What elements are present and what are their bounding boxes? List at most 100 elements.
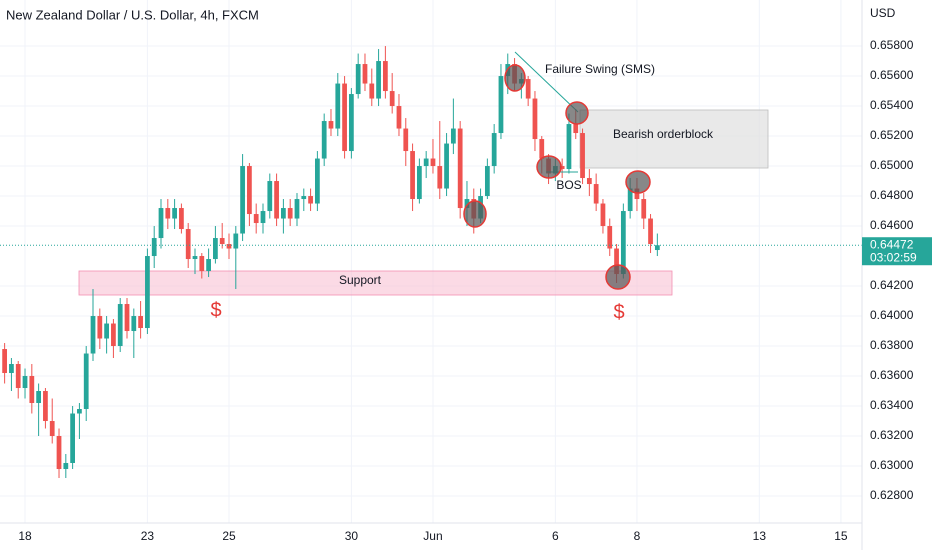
candle-body	[491, 133, 497, 167]
candle-body	[145, 256, 150, 329]
dollar-mark: $	[613, 301, 624, 323]
y-tick-label: 0.65400	[870, 98, 914, 112]
candle-body	[260, 211, 266, 224]
candle-body	[342, 83, 347, 152]
candle-body	[498, 76, 504, 134]
candle-body	[165, 208, 171, 219]
candle-body	[22, 376, 28, 389]
candle-body	[444, 143, 449, 189]
candle-body	[586, 178, 592, 185]
x-tick-label: 15	[834, 529, 848, 543]
x-tick-label: Jun	[423, 529, 442, 543]
y-tick-label: 0.63200	[870, 428, 914, 442]
candle-body	[376, 61, 381, 99]
candle-body	[321, 121, 327, 159]
candle-body	[219, 238, 225, 245]
x-tick-label: 25	[222, 529, 236, 543]
candle-body	[56, 436, 62, 470]
candle-body	[484, 166, 490, 197]
candle-body	[593, 184, 599, 204]
candle-body	[430, 158, 436, 167]
candle-body	[648, 218, 653, 245]
candle-body	[315, 158, 320, 204]
y-tick-label: 0.63800	[870, 338, 914, 352]
y-tick-label: 0.63400	[870, 398, 914, 412]
candle-body	[111, 323, 116, 347]
candle-body	[600, 203, 606, 227]
dollar-mark: $	[210, 299, 221, 321]
y-tick-label: 0.65200	[870, 128, 914, 142]
candle-body	[362, 64, 368, 84]
candle-body	[15, 364, 21, 389]
candle-body	[253, 214, 259, 224]
candle-body	[240, 166, 245, 234]
candle-body	[70, 413, 75, 464]
bos-label: BOS	[556, 178, 581, 192]
swing-circles	[463, 64, 651, 290]
candle-body	[274, 181, 279, 219]
candle-body	[199, 256, 205, 272]
candle-body	[410, 151, 415, 200]
candle-body	[281, 208, 286, 219]
candle-body	[131, 316, 137, 332]
candle-body	[117, 304, 123, 347]
candle-body	[607, 226, 613, 249]
candle-body	[43, 391, 48, 422]
candle-body	[83, 353, 89, 410]
candle-body	[172, 208, 177, 219]
candle-body	[179, 208, 184, 230]
candle-body	[416, 166, 422, 200]
candle-body	[233, 233, 239, 249]
candle-body	[185, 229, 191, 260]
candle-body	[389, 91, 395, 107]
candle-body	[539, 139, 545, 159]
x-tick-label: 13	[753, 529, 767, 543]
candle-body	[566, 124, 572, 170]
candle-body	[559, 166, 565, 170]
candle-body	[525, 79, 531, 99]
candle-body	[206, 259, 211, 272]
y-tick-label: 0.64800	[870, 188, 914, 202]
candle-body	[294, 199, 300, 219]
candle-body	[423, 158, 429, 167]
orderblock-zone	[579, 109, 769, 169]
sms-line	[514, 51, 579, 113]
candle-body	[382, 61, 388, 92]
support-label: Support	[339, 273, 382, 287]
candle-body	[641, 199, 647, 219]
candle-body	[301, 196, 307, 200]
candle-body	[620, 211, 626, 275]
candle-body	[403, 128, 409, 152]
candle-body	[335, 83, 341, 129]
x-tick-label: 8	[634, 529, 641, 543]
axis-unit: USD	[870, 6, 896, 20]
candle-body	[457, 128, 463, 209]
candle-body	[464, 199, 470, 209]
candle-body	[349, 94, 354, 152]
candle-body	[287, 208, 293, 219]
orderblock-label: Bearish orderblock	[613, 127, 714, 141]
candle-body	[9, 364, 14, 374]
candle-body	[97, 316, 103, 339]
candle-body	[627, 188, 633, 212]
candle-body	[192, 256, 198, 260]
candle-body	[138, 316, 143, 329]
candle-body	[151, 238, 157, 257]
support-zone	[78, 270, 673, 296]
y-tick-label: 0.63600	[870, 368, 914, 382]
y-tick-label: 0.62800	[870, 488, 914, 502]
candle-body	[226, 244, 232, 249]
candle-body	[532, 98, 538, 140]
candle-body	[213, 238, 218, 260]
candle-body	[355, 64, 361, 95]
candle-body	[328, 121, 334, 129]
x-tick-label: 18	[18, 529, 32, 543]
candle-body	[450, 128, 456, 144]
last-price-box	[862, 237, 932, 266]
candle-body	[2, 349, 8, 374]
y-tick-label: 0.64000	[870, 308, 914, 322]
chart-title: New Zealand Dollar / U.S. Dollar, 4h, FX…	[6, 7, 259, 22]
candle-body	[437, 166, 443, 189]
candle-body	[267, 181, 273, 212]
candle-body	[49, 421, 55, 437]
